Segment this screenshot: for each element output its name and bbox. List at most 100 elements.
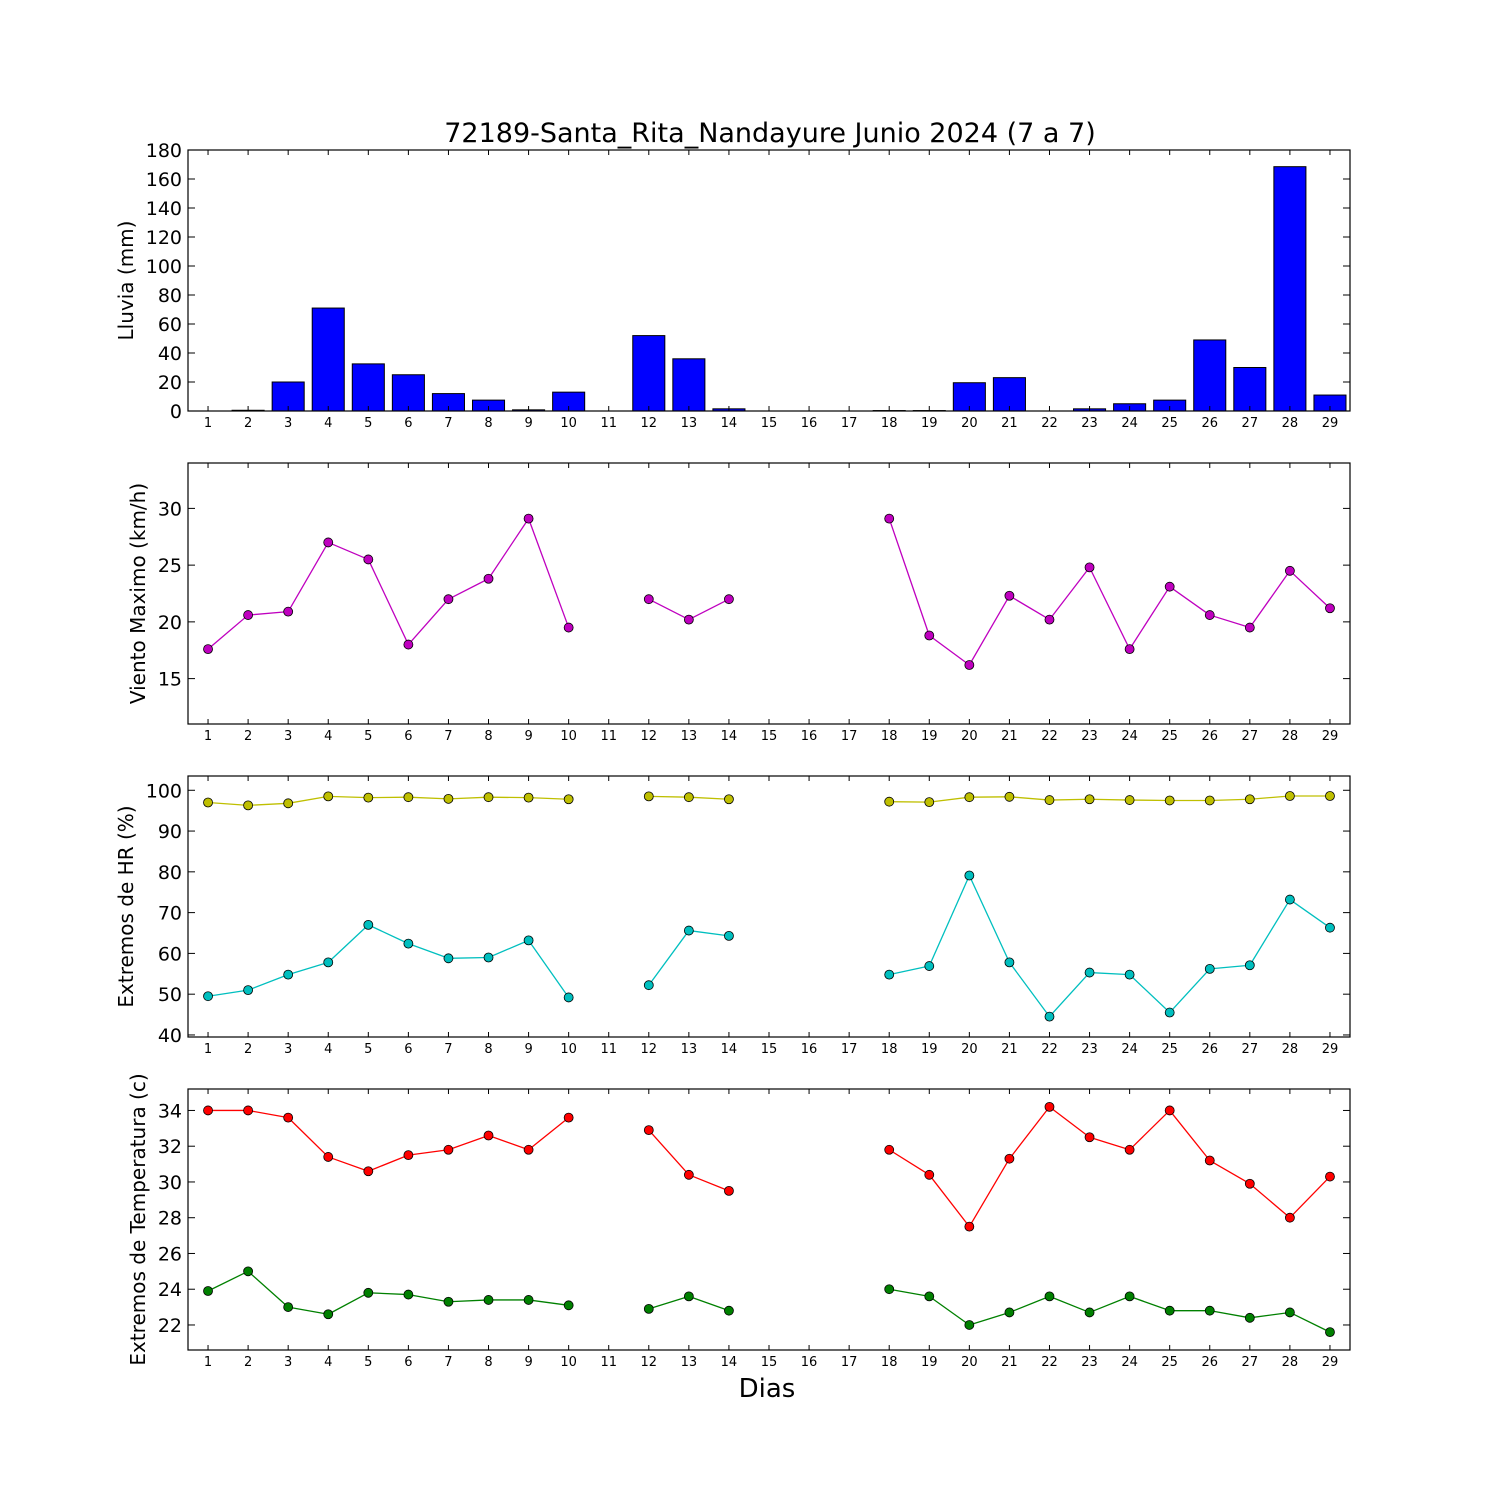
x-tick-label: 9 xyxy=(524,729,532,744)
series-2-segment xyxy=(1129,974,1171,1014)
series-1-point-day-3 xyxy=(283,798,294,809)
series-1-point-day-18 xyxy=(884,513,895,524)
series-1-point-day-1 xyxy=(203,1105,213,1116)
series-1-point-day-6 xyxy=(403,792,414,803)
y-tick-label: 100 xyxy=(146,780,182,802)
x-tick-label: 9 xyxy=(524,416,532,431)
x-tick-label: 24 xyxy=(1121,729,1138,744)
series-1-segment xyxy=(1249,795,1290,800)
series-1-segment xyxy=(1089,798,1130,801)
x-tick-label: 22 xyxy=(1041,1042,1058,1057)
x-tick-label: 26 xyxy=(1201,1042,1218,1057)
rain-bar-day-12 xyxy=(632,335,666,412)
panel-3: 1 2 3 4 5 6 7 8 9 10 11 12 13 14 15 16 17 18 19 20 21 22 23 24 2… xyxy=(114,775,1351,1057)
x-tick-label: 6 xyxy=(404,729,412,744)
x-tick-label: 29 xyxy=(1322,1042,1339,1057)
y-tick-label: 30 xyxy=(158,498,182,520)
series-1-point-day-21 xyxy=(1004,1153,1015,1164)
series-1-point-day-10 xyxy=(563,794,574,805)
x-tick-label: 10 xyxy=(560,1355,577,1370)
x-tick-label: 25 xyxy=(1161,1355,1178,1370)
series-1-point-day-14 xyxy=(724,594,734,605)
x-tick-label: 12 xyxy=(641,1042,658,1057)
x-tick-label: 2 xyxy=(244,416,252,431)
x-tick-label: 22 xyxy=(1041,1355,1058,1370)
series-1-segment xyxy=(408,796,449,800)
series-1-segment xyxy=(1249,570,1291,628)
x-tick-label: 18 xyxy=(881,729,898,744)
x-tick-label: 5 xyxy=(364,1042,372,1057)
series-2-segment xyxy=(688,929,730,937)
series-1-segment xyxy=(1249,1183,1291,1219)
series-2-segment xyxy=(207,989,249,997)
x-tick-label: 8 xyxy=(484,1042,492,1057)
series-1-point-day-29 xyxy=(1325,603,1335,614)
series-1-segment xyxy=(928,634,970,666)
series-1-point-day-26 xyxy=(1204,610,1215,620)
x-tick-label: 17 xyxy=(841,1042,858,1057)
series-2-point-day-3 xyxy=(283,1302,294,1312)
series-1-segment xyxy=(1089,1136,1130,1151)
y-tick-label: 180 xyxy=(146,140,182,162)
x-tick-label: 15 xyxy=(761,416,778,431)
x-tick-label: 22 xyxy=(1041,416,1058,431)
y-tick-label: 40 xyxy=(158,343,182,365)
series-1-segment xyxy=(448,578,489,600)
y-tick-label: 60 xyxy=(158,943,182,965)
rain-bar-day-13 xyxy=(672,358,706,412)
series-1-point-day-10 xyxy=(563,622,574,633)
x-tick-label: 21 xyxy=(1001,729,1018,744)
series-1-point-day-27 xyxy=(1244,794,1255,805)
series-2-point-day-1 xyxy=(203,1286,213,1296)
series-2-point-day-9 xyxy=(523,935,534,946)
x-tick-label: 27 xyxy=(1242,1355,1259,1370)
series-1-point-day-24 xyxy=(1124,795,1135,805)
y-tick-label: 80 xyxy=(158,285,182,307)
series-1-segment xyxy=(648,598,690,621)
x-tick-label: 17 xyxy=(841,416,858,431)
series-1-segment xyxy=(328,1156,369,1172)
x-tick-label: 13 xyxy=(681,1042,698,1057)
x-tick-label: 10 xyxy=(560,416,577,431)
x-tick-label: 3 xyxy=(284,1355,292,1370)
series-2-segment xyxy=(287,961,329,976)
series-1-segment xyxy=(487,518,530,580)
series-2-point-day-23 xyxy=(1084,1307,1095,1318)
series-2-point-day-14 xyxy=(724,1305,734,1316)
series-2-segment xyxy=(368,924,409,945)
series-2-segment xyxy=(1049,972,1091,1018)
series-1-point-day-12 xyxy=(643,791,654,802)
panel-1: 1 2 3 4 5 6 7 8 9 10 11 12 13 14 15 16 17 18 19 20 21 22 23 24 2… xyxy=(114,140,1351,431)
series-2-segment xyxy=(968,875,1011,963)
x-tick-label: 19 xyxy=(921,1042,938,1057)
series-2-point-day-7 xyxy=(443,953,454,964)
series-2-segment xyxy=(928,875,970,967)
x-tick-label: 23 xyxy=(1081,416,1098,431)
series-1-segment xyxy=(528,1117,570,1151)
series-1-point-day-14 xyxy=(724,1185,734,1196)
y-tick-label: 80 xyxy=(158,862,182,884)
x-tick-label: 26 xyxy=(1201,416,1218,431)
series-1-point-day-23 xyxy=(1084,794,1095,805)
series-2-segment xyxy=(408,943,449,959)
x-tick-label: 21 xyxy=(1001,1042,1018,1057)
series-1-segment xyxy=(247,1109,289,1119)
series-2-segment xyxy=(1289,899,1331,929)
x-tick-label: 16 xyxy=(801,1355,818,1370)
series-2-segment xyxy=(688,1295,730,1312)
series-2-point-day-4 xyxy=(323,957,334,968)
rain-bar-day-27 xyxy=(1233,367,1267,412)
y-tick-label: 20 xyxy=(158,612,182,634)
series-2-point-day-24 xyxy=(1124,969,1135,980)
panel-2: 1 2 3 4 5 6 7 8 9 10 11 12 13 14 15 16 17 18 19 20 21 22 23 24 2… xyxy=(126,462,1351,744)
series-1-point-day-24 xyxy=(1124,1144,1135,1155)
series-1-point-day-28 xyxy=(1284,791,1295,801)
x-axis-label: Dias xyxy=(739,1374,796,1404)
y-tick-label: 40 xyxy=(158,1025,182,1047)
series-1-segment xyxy=(888,1149,930,1176)
series-2-segment xyxy=(488,939,529,959)
x-tick-label: 21 xyxy=(1001,416,1018,431)
series-2-point-day-22 xyxy=(1044,1291,1055,1302)
